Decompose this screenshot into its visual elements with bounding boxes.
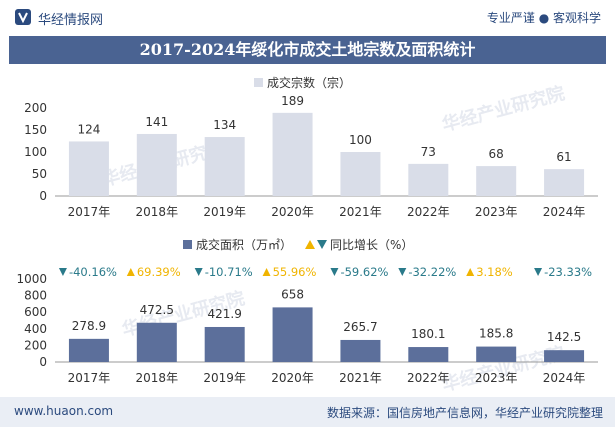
data-source: 数据来源：国信房地产信息网，华经产业研究院整理 — [326, 406, 603, 420]
x-tick-label: 2023年 — [475, 371, 518, 385]
x-tick-label: 2023年 — [475, 205, 518, 219]
legend-swatch-count — [254, 78, 263, 87]
count-bar — [340, 152, 381, 196]
yoy-label: 55.96% — [273, 265, 317, 279]
y-tick-label: 150 — [24, 123, 47, 137]
y-tick-label: 0 — [39, 189, 47, 203]
area-bar — [68, 338, 109, 362]
count-data-label: 134 — [213, 118, 236, 132]
yoy-up-triangle-icon — [466, 268, 475, 276]
x-tick-label: 2024年 — [543, 371, 586, 385]
chart-title: 2017-2024年绥化市成交土地宗数及面积统计 — [139, 40, 476, 59]
count-data-label: 100 — [349, 133, 372, 147]
y-tick-label: 600 — [24, 305, 47, 319]
area-data-label: 180.1 — [411, 327, 445, 341]
area-bar — [340, 339, 381, 362]
top-bar: 华经情报网 专业严谨 ● 客观科学 — [0, 0, 615, 34]
x-tick-label: 2020年 — [271, 371, 314, 385]
area-data-label: 278.9 — [72, 319, 106, 333]
brand-name: 华经情报网 — [38, 13, 104, 28]
area-bar — [476, 346, 517, 362]
x-tick-label: 2019年 — [203, 205, 246, 219]
count-bar — [68, 141, 109, 196]
yoy-down-triangle-icon — [534, 268, 543, 276]
x-tick-label: 2024年 — [543, 205, 586, 219]
footer: www.huaon.com 数据来源：国信房地产信息网，华经产业研究院整理 — [0, 397, 615, 427]
count-data-label: 124 — [77, 122, 100, 136]
area-data-label: 185.8 — [479, 327, 513, 341]
yoy-label: -40.16% — [69, 265, 117, 279]
yoy-label: 3.18% — [476, 265, 513, 279]
count-data-label: 68 — [489, 147, 504, 161]
count-data-label: 189 — [281, 94, 304, 108]
x-tick-label: 2018年 — [136, 205, 179, 219]
count-data-label: 73 — [421, 145, 436, 159]
count-data-label: 61 — [556, 150, 571, 164]
area-data-label: 421.9 — [208, 307, 242, 321]
yoy-label: -23.33% — [544, 265, 592, 279]
area-bar — [272, 307, 313, 362]
slogan: 专业严谨 ● 客观科学 — [486, 11, 601, 25]
count-bar — [476, 166, 517, 196]
x-tick-label: 2022年 — [407, 205, 450, 219]
y-tick-label: 50 — [32, 167, 47, 181]
title-bar: 2017-2024年绥化市成交土地宗数及面积统计 — [9, 36, 606, 64]
y-tick-label: 400 — [24, 322, 47, 336]
count-bar — [544, 169, 585, 196]
area-data-label: 142.5 — [547, 330, 581, 344]
count-data-label: 141 — [145, 115, 168, 129]
x-tick-label: 2022年 — [407, 371, 450, 385]
count-bar — [408, 163, 449, 196]
x-tick-label: 2017年 — [68, 371, 111, 385]
count-bar — [136, 133, 177, 196]
area-bar — [408, 347, 449, 362]
legend-label-area: 成交面积（万㎡） — [196, 237, 292, 252]
y-tick-label: 100 — [24, 145, 47, 159]
yoy-label: 69.39% — [137, 265, 181, 279]
chart-canvas: 成交宗数（宗） 0 50 100 150 200 124 2017年 141 2018年 134 20… — [16, 75, 598, 385]
legend-label-yoy: 同比增长（%） — [330, 238, 413, 252]
x-tick-label: 2017年 — [68, 205, 111, 219]
count-bar — [272, 112, 313, 196]
y-tick-label: 200 — [24, 101, 47, 115]
huajing-logo-icon — [15, 9, 31, 25]
x-tick-label: 2021年 — [339, 205, 382, 219]
yoy-down-triangle-icon — [398, 268, 407, 276]
area-bar — [136, 322, 177, 362]
y-tick-label: 1000 — [16, 272, 47, 286]
legend-down-triangle-icon — [317, 240, 327, 249]
x-tick-label: 2021年 — [339, 371, 382, 385]
x-tick-label: 2020年 — [271, 205, 314, 219]
yoy-down-triangle-icon — [330, 268, 339, 276]
area-data-label: 658 — [281, 287, 304, 301]
area-data-label: 265.7 — [343, 320, 377, 334]
yoy-up-triangle-icon — [262, 268, 271, 276]
y-tick-label: 800 — [24, 289, 47, 303]
yoy-label: -32.22% — [408, 265, 456, 279]
x-tick-label: 2018年 — [136, 371, 179, 385]
x-tick-label: 2019年 — [203, 371, 246, 385]
area-bar — [544, 350, 585, 362]
yoy-label: -59.62% — [340, 265, 388, 279]
y-tick-label: 200 — [24, 338, 47, 352]
legend-label-count: 成交宗数（宗） — [267, 75, 351, 90]
area-data-label: 472.5 — [140, 303, 174, 317]
count-bar — [204, 137, 245, 196]
area-bar — [204, 326, 245, 362]
legend-swatch-area — [183, 240, 192, 249]
site-url: www.huaon.com — [14, 404, 114, 418]
yoy-label: -10.71% — [205, 265, 253, 279]
legend-up-triangle-icon — [305, 240, 315, 249]
y-tick-label: 0 — [39, 355, 47, 369]
yoy-down-triangle-icon — [194, 268, 203, 276]
yoy-down-triangle-icon — [58, 268, 67, 276]
yoy-up-triangle-icon — [126, 268, 135, 276]
